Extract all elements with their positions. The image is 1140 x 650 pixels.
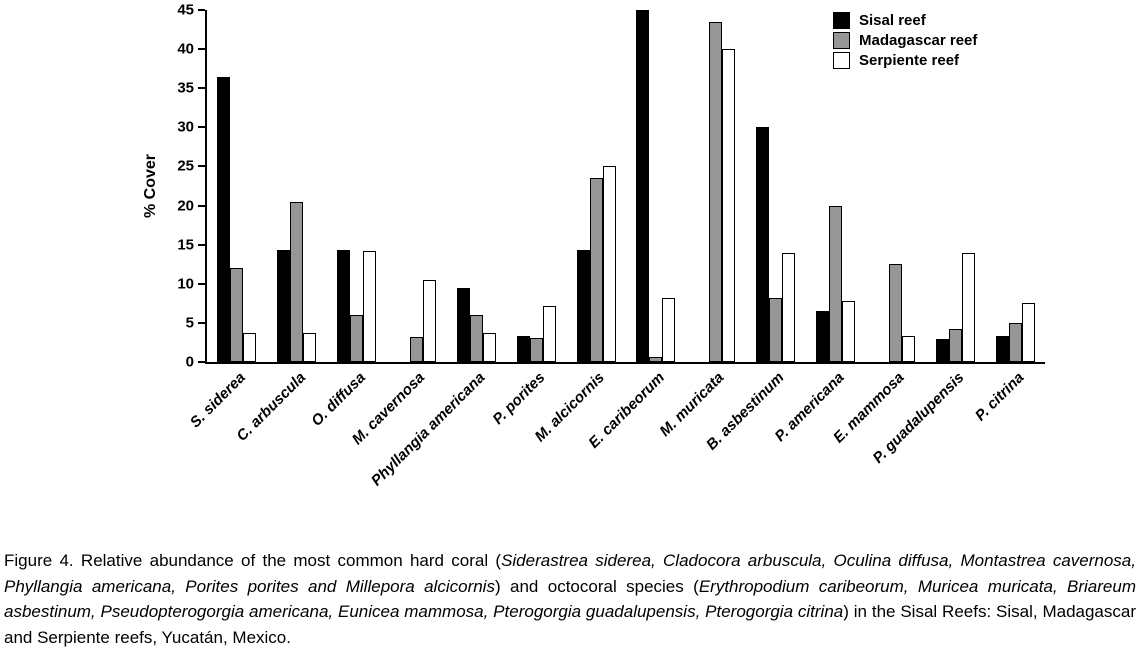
bar-serpiente-reef	[842, 301, 856, 362]
bar-madagascar-reef	[290, 201, 304, 362]
y-tick-mark	[198, 48, 205, 51]
y-tick-label: 10	[177, 275, 194, 293]
legend-item: Madagascar reef	[833, 32, 977, 49]
caption-species-text: Siderastrea siderea, Cladocora arbuscula…	[4, 551, 1136, 596]
category-group: M. alcicornis	[532, 10, 626, 445]
bar-madagascar-reef	[769, 297, 783, 362]
legend-label: Serpiente reef	[859, 52, 960, 69]
y-tick-mark	[198, 321, 205, 324]
y-tick-label: 5	[185, 314, 194, 332]
caption-species-text: Erythropodium caribeorum, Muricea murica…	[4, 576, 1136, 622]
bar-serpiente-reef	[303, 333, 317, 362]
category-group: P. guadalupensis	[869, 10, 985, 467]
caption-text: ) and octocoral species (	[494, 576, 699, 596]
bar-madagascar-reef	[1008, 322, 1022, 362]
figure-caption: Figure 4. Relative abundance of the most…	[4, 548, 1136, 650]
bar-madagascar-reef	[529, 337, 543, 362]
plot-area: S. siderea C. arbuscula O. diffusa M. caver…	[177, 3, 1045, 489]
y-tick-mark	[198, 165, 205, 168]
category-label: P. porites	[489, 369, 549, 428]
caption-text: Figure 4. Relative abundance of the most…	[4, 551, 502, 570]
y-tick-label: 40	[177, 40, 194, 58]
legend-swatch	[833, 52, 850, 69]
category-group: P. americana	[771, 10, 866, 445]
bar-sisal-reef	[516, 336, 530, 362]
y-axis-title-text: % Cover	[142, 153, 159, 219]
category-group: E. mammosa	[830, 10, 925, 446]
y-tick-label: 45	[177, 1, 194, 19]
y-tick-mark	[198, 243, 205, 246]
bars: S. siderea C. arbuscula O. diffusa M. caver…	[187, 10, 1045, 489]
bar-serpiente-reef	[901, 336, 915, 362]
bar-sisal-reef	[337, 250, 351, 362]
category-group: C. arbuscula	[233, 10, 327, 445]
y-tick-label: 15	[177, 236, 194, 254]
category-group: B. asbestinum	[703, 10, 806, 454]
bar-sisal-reef	[217, 76, 231, 362]
bar-sisal-reef	[995, 336, 1009, 362]
category-group: O. diffusa	[308, 10, 387, 430]
bar-serpiente-reef	[542, 305, 556, 362]
category-group: M. muricata	[657, 10, 746, 440]
bar-serpiente-reef	[423, 279, 436, 362]
category-label: P. citrina	[971, 369, 1028, 425]
y-tick-label: 25	[177, 157, 194, 175]
bar-madagascar-reef	[589, 178, 603, 362]
legend-label: Madagascar reef	[859, 32, 978, 49]
y-tick-label: 35	[177, 79, 194, 97]
bar-madagascar-reef	[709, 21, 723, 362]
bar-sisal-reef	[277, 250, 291, 362]
y-tick-mark	[198, 126, 205, 129]
bar-madagascar-reef	[888, 264, 902, 362]
category-group: M. cavernosa	[349, 10, 447, 448]
bar-serpiente-reef	[961, 252, 975, 362]
legend: Sisal reef Madagascar reef Serpiente reef	[833, 12, 977, 69]
bar-madagascar-reef	[410, 336, 423, 362]
category-label: O. diffusa	[307, 369, 369, 430]
y-tick-label: 30	[177, 118, 194, 136]
bar-sisal-reef	[576, 250, 590, 362]
bar-madagascar-reef	[350, 315, 364, 362]
y-tick-mark	[198, 282, 205, 285]
bar-madagascar-reef	[829, 205, 843, 362]
bar-serpiente-reef	[243, 333, 257, 362]
legend-swatch	[833, 32, 850, 49]
bar-sisal-reef	[935, 338, 949, 362]
y-tick-mark	[198, 361, 205, 363]
category-label: S. siderea	[186, 369, 249, 432]
y-tick-label: 0	[185, 353, 194, 371]
bar-sisal-reef	[816, 311, 830, 362]
caption-text: ) in the Sisal Reefs: Sisal, Madagascar …	[4, 602, 1136, 647]
legend-label: Sisal reef	[859, 12, 926, 29]
y-tick-mark	[198, 204, 205, 207]
y-tick-mark	[198, 9, 205, 11]
bar-serpiente-reef	[662, 297, 676, 362]
category-group: E. caribeorum	[585, 10, 686, 452]
bar-serpiente-reef	[722, 49, 736, 362]
category-group: P. porites	[489, 10, 566, 428]
y-tick-mark	[198, 87, 205, 90]
bar-serpiente-reef	[1021, 303, 1035, 362]
legend-swatch	[833, 12, 850, 29]
bar-serpiente-reef	[363, 250, 377, 362]
category-label: Phyllangia americana	[367, 369, 489, 490]
bar-serpiente-reef	[782, 252, 796, 362]
bar-serpiente-reef	[482, 333, 496, 362]
y-tick-label: 20	[177, 197, 194, 215]
bar-sisal-reef	[636, 10, 650, 362]
y-axis-title: % Cover	[138, 10, 164, 362]
legend-item: Sisal reef	[833, 12, 977, 29]
bar-madagascar-reef	[948, 329, 962, 362]
bar-madagascar-reef	[230, 268, 244, 362]
bar-serpiente-reef	[602, 166, 616, 362]
legend-item: Serpiente reef	[833, 52, 977, 69]
category-group: Phyllangia americana	[368, 10, 506, 489]
category-group: S. siderea	[187, 10, 267, 431]
bar-sisal-reef	[756, 127, 770, 362]
category-group: P. citrina	[972, 10, 1045, 424]
bar-madagascar-reef	[469, 315, 483, 362]
bar-madagascar-reef	[649, 357, 663, 362]
bar-sisal-reef	[456, 287, 470, 362]
